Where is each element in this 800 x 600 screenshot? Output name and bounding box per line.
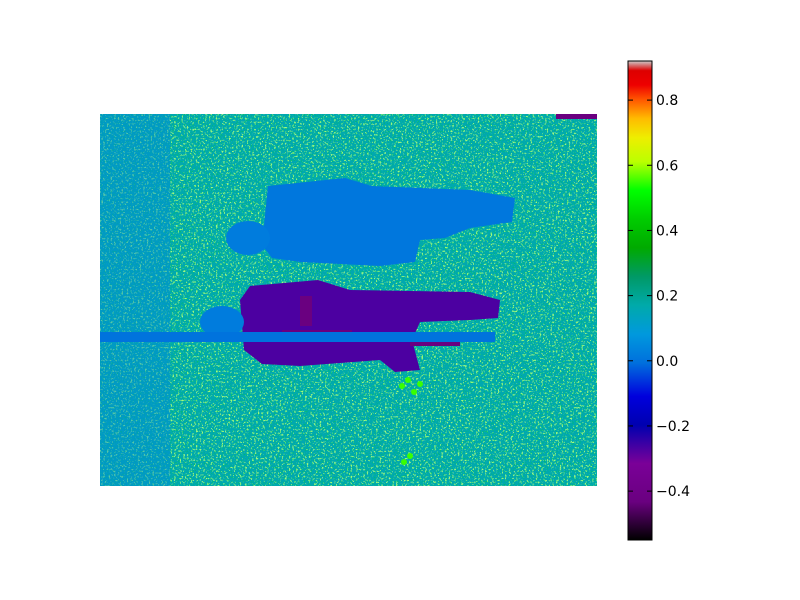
left-strip	[100, 114, 170, 486]
hot-spot	[401, 459, 407, 465]
colorbar-tick-label: 0.8	[656, 93, 678, 109]
hot-spot	[399, 383, 405, 389]
figure-lower-accent-3	[300, 296, 312, 326]
hot-spot	[405, 377, 411, 383]
colorbar-frame	[627, 60, 653, 541]
colorbar-tick-label: 0.6	[656, 158, 678, 174]
colorbar-tick-label: −0.2	[656, 419, 690, 435]
colorbar-tick-label: 0.2	[656, 289, 678, 305]
colorbar-tick-label: 0.0	[656, 354, 678, 370]
hot-spot	[411, 389, 417, 395]
figure-upper-body	[262, 178, 515, 266]
colorbar: −0.4 −0.2 0.0 0.2 0.4 0.6 0.8	[627, 60, 690, 541]
figure-lower-accent-2	[410, 340, 460, 346]
corner-mark	[556, 114, 597, 119]
figure-upper-head	[226, 221, 270, 255]
heatmap-image	[100, 114, 597, 486]
colorbar-fill	[628, 61, 652, 540]
colorbar-ticks: −0.4 −0.2 0.0 0.2 0.4 0.6 0.8	[628, 93, 690, 500]
figure-lower-head	[200, 306, 244, 338]
hot-spot	[407, 453, 413, 459]
horizontal-bar	[100, 332, 495, 342]
colorbar-tick-label: −0.4	[656, 484, 690, 500]
hot-spot	[417, 381, 423, 387]
colorbar-tick-label: 0.4	[656, 223, 678, 239]
